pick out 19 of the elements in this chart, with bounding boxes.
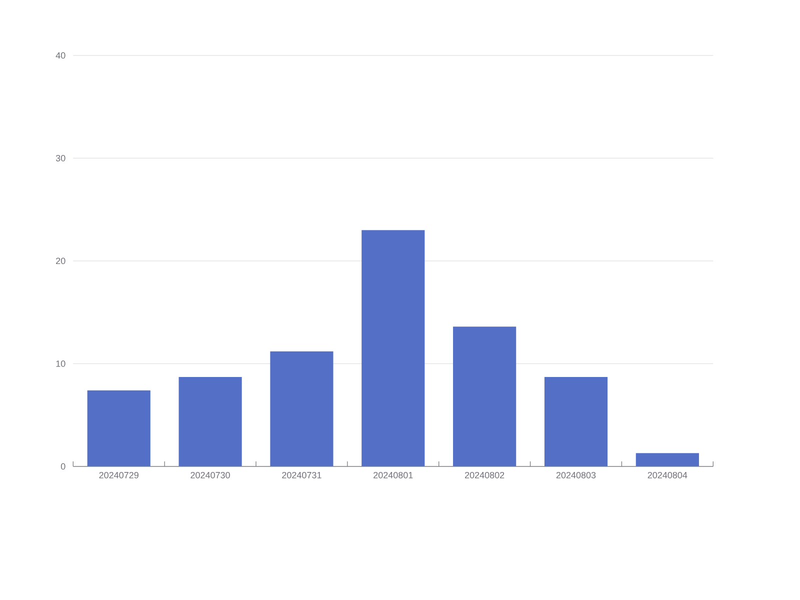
bar (544, 377, 608, 466)
bar (636, 453, 699, 466)
bar (270, 351, 334, 466)
bar (453, 326, 516, 466)
x-tick-label: 20240729 (99, 472, 138, 478)
x-tick-label: 20240804 (648, 472, 688, 478)
x-tick-label: 20240802 (465, 472, 504, 478)
bar (87, 390, 150, 466)
bar (178, 377, 242, 466)
y-tick-label: 40 (56, 52, 66, 59)
x-tick-label: 20240731 (282, 472, 322, 478)
y-tick-label: 10 (56, 360, 66, 367)
x-tick-label: 20240801 (374, 472, 413, 478)
x-tick-label: 20240803 (556, 472, 596, 478)
x-tick-label: 20240730 (190, 472, 230, 478)
y-tick-label: 0 (60, 463, 66, 470)
y-tick-label: 20 (56, 258, 66, 264)
bar (362, 230, 425, 466)
y-tick-label: 30 (56, 154, 66, 162)
